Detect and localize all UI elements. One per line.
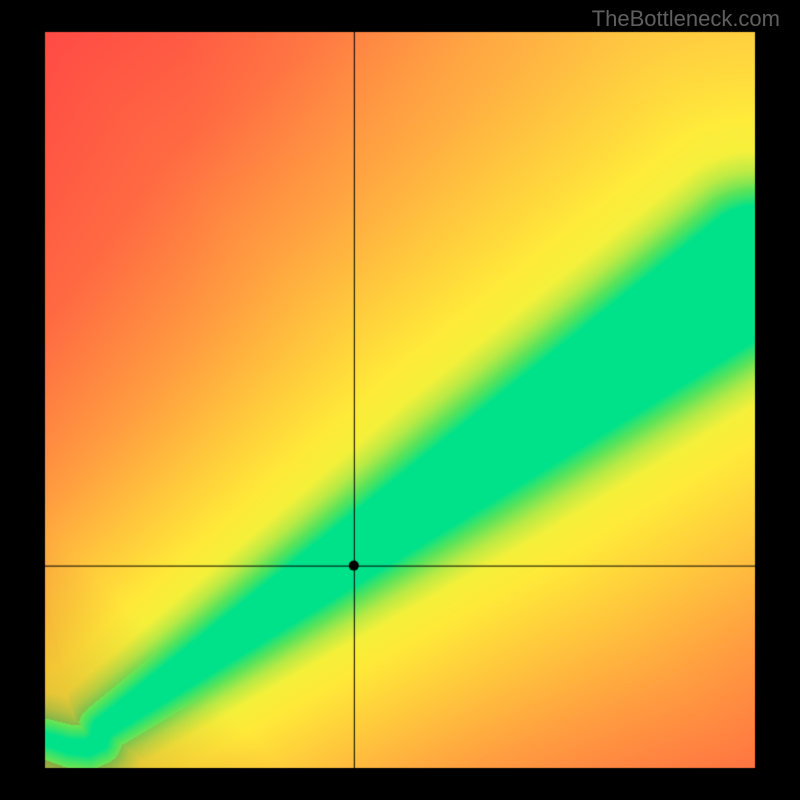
heatmap-canvas [0, 0, 800, 800]
chart-container: TheBottleneck.com [0, 0, 800, 800]
watermark-text: TheBottleneck.com [592, 6, 780, 32]
